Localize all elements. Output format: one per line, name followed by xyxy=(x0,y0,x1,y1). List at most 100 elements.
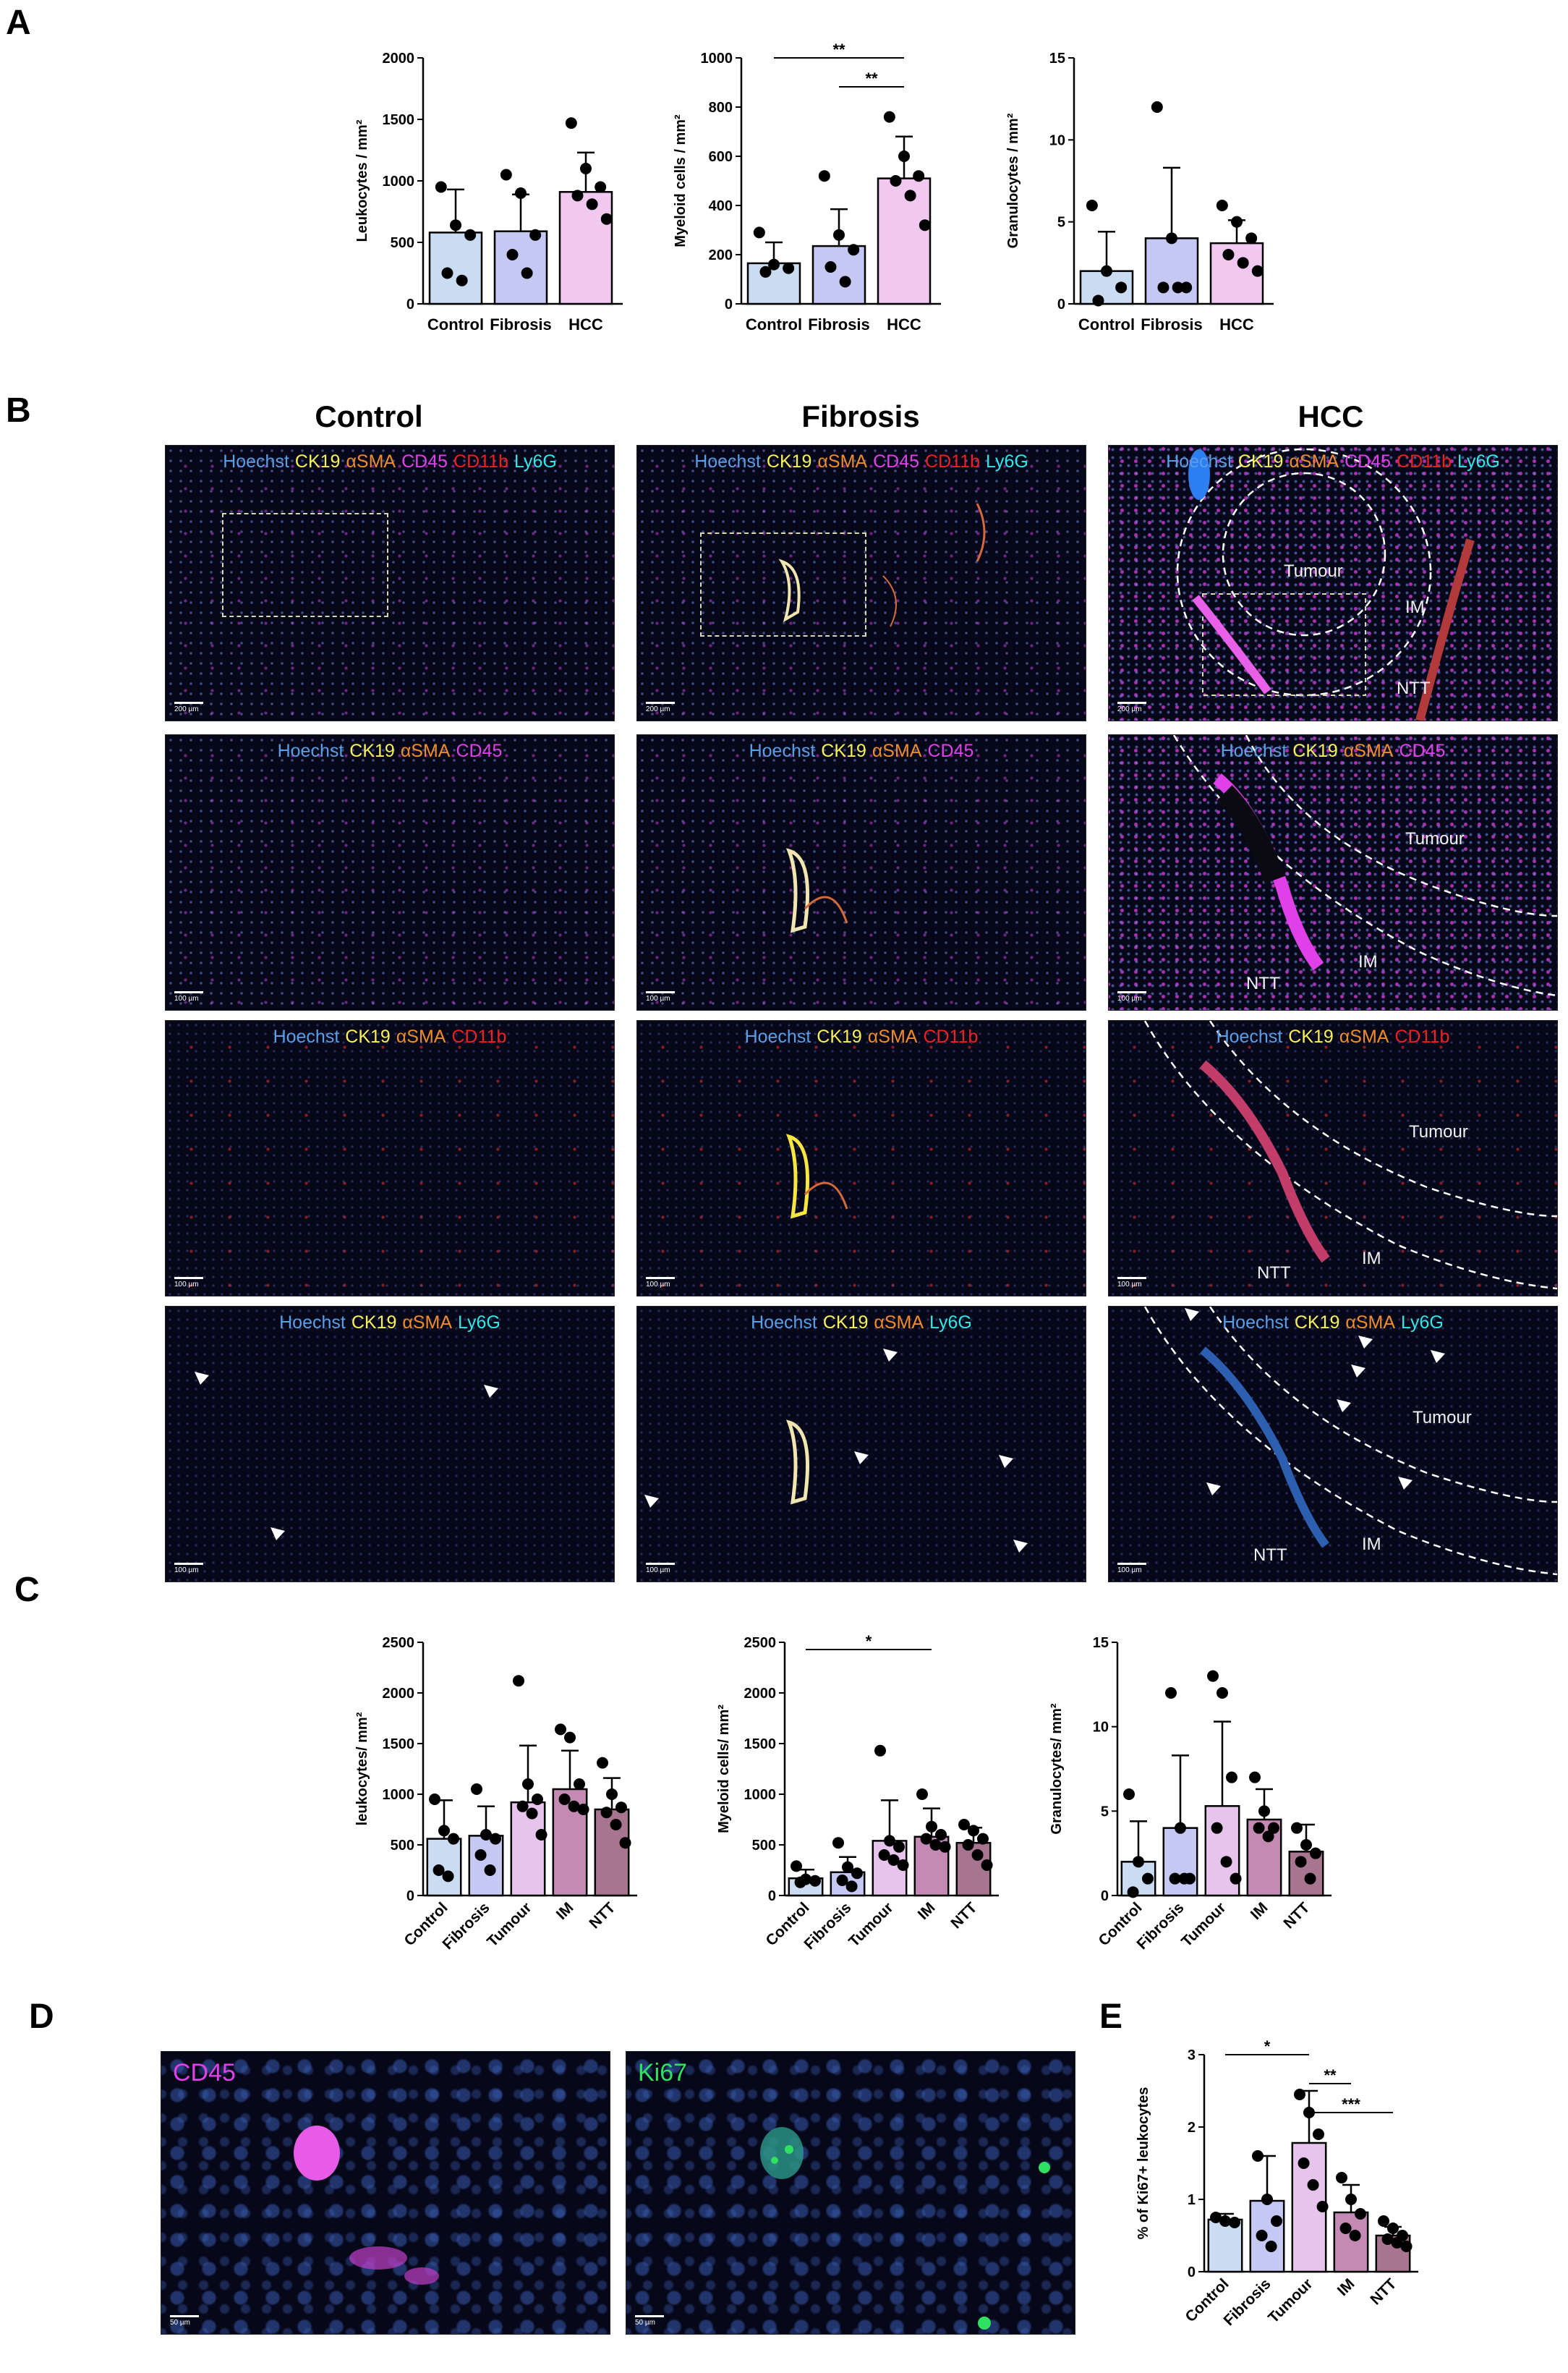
data-point xyxy=(610,1819,622,1830)
significance-label: ** xyxy=(832,41,845,59)
scale-bar: 100 µm xyxy=(1117,1563,1146,1574)
image-d-cd45: CD45 50 µm xyxy=(161,2051,610,2335)
y-tick-label: 1000 xyxy=(744,1787,777,1803)
data-point xyxy=(1300,1839,1312,1851)
data-point xyxy=(759,266,772,278)
bar xyxy=(493,230,548,305)
image-control-overview: Hoechst CK19 αSMA CD45 CD11b Ly6G 200 µm xyxy=(165,445,615,721)
data-point xyxy=(1230,1872,1242,1885)
data-point xyxy=(441,267,453,279)
data-point xyxy=(920,1833,932,1845)
data-point xyxy=(1210,2212,1222,2223)
data-point xyxy=(568,1800,580,1812)
y-tick-label: 10 xyxy=(1093,1720,1109,1736)
y-tick-label: 1000 xyxy=(383,1787,415,1803)
data-point xyxy=(1349,2230,1361,2241)
image-hcc-cd45: Tumour IM NTT Hoechst CK19 αSMA CD45 100 µm xyxy=(1108,734,1558,1011)
data-point xyxy=(1237,257,1249,269)
data-point xyxy=(904,190,916,202)
x-tick-label: Fibrosis xyxy=(808,315,870,334)
data-point xyxy=(571,190,584,202)
data-point xyxy=(500,169,512,181)
data-point xyxy=(521,267,533,279)
data-point xyxy=(1157,281,1169,294)
chart-a3-granulocytes: 0 5 10 15 Granulocytes / mm² Control Fibrosis H… xyxy=(1005,51,1274,334)
data-point xyxy=(851,1867,863,1880)
data-point xyxy=(898,150,910,162)
x-tick-label: HCC xyxy=(1219,315,1254,334)
y-axis-label: Myeloid cells/ mm² xyxy=(716,1705,732,1833)
arrowhead-icon xyxy=(1185,1308,1199,1321)
data-point xyxy=(456,274,468,286)
region-label-im: IM xyxy=(1405,598,1425,617)
region-label-im: IM xyxy=(1358,952,1378,972)
x-tick-label: Control xyxy=(1078,315,1135,334)
data-point xyxy=(926,1820,937,1833)
y-tick-label: 600 xyxy=(709,149,733,165)
significance-label: * xyxy=(1264,2037,1271,2055)
cd45-cluster xyxy=(294,2126,439,2285)
data-point xyxy=(513,1675,525,1687)
scale-bar: 200 µm xyxy=(174,702,203,713)
y-tick-label: 0 xyxy=(1101,1888,1109,1904)
data-point xyxy=(1245,232,1258,245)
data-point xyxy=(890,175,902,187)
y-tick-label: 0 xyxy=(406,1888,414,1904)
y-axis-label: Granulocytes / mm² xyxy=(1005,113,1021,248)
data-point xyxy=(1378,2215,1390,2227)
region-label-ntt: NTT xyxy=(1246,974,1280,993)
image-control-cd11b: Hoechst CK19 αSMA CD11b 100 µm xyxy=(165,1020,615,1296)
y-tick-label: 1 xyxy=(1188,2192,1196,2208)
x-tick-label: NTT xyxy=(586,1899,618,1932)
arrowhead-icon xyxy=(195,1372,209,1385)
x-tick-label: Control xyxy=(746,315,802,334)
data-point xyxy=(842,1861,853,1873)
x-tick-label: Fibrosis xyxy=(1141,315,1203,334)
data-point xyxy=(1312,2128,1324,2140)
y-tick-label: 5 xyxy=(1057,215,1065,231)
data-point xyxy=(971,1849,984,1861)
data-point xyxy=(1298,2157,1310,2169)
data-point xyxy=(1178,1872,1190,1885)
data-point xyxy=(1169,1872,1181,1885)
data-point xyxy=(516,1800,529,1812)
image-hcc-cd11b: Tumour IM NTT Hoechst CK19 αSMA CD11b 100 µ… xyxy=(1108,1020,1558,1296)
data-point xyxy=(600,213,613,225)
data-point xyxy=(892,1841,905,1853)
channel-label-cd45: CD45 xyxy=(173,2059,236,2087)
data-point xyxy=(526,1807,538,1820)
y-tick-label: 0 xyxy=(1188,2264,1196,2280)
arrowhead-icon xyxy=(854,1451,869,1464)
region-label-tumour: Tumour xyxy=(1405,829,1465,849)
data-point xyxy=(1345,2194,1357,2205)
scale-bar: 100 µm xyxy=(646,991,675,1003)
panel-letter-b: B xyxy=(6,391,31,430)
data-point xyxy=(1265,2241,1277,2252)
data-point xyxy=(848,244,860,256)
bar xyxy=(426,1838,462,1897)
significance-label: * xyxy=(866,1632,872,1650)
data-point xyxy=(1225,1771,1237,1783)
data-point xyxy=(825,261,837,273)
y-tick-label: 3 xyxy=(1188,2047,1196,2063)
data-point xyxy=(429,1793,441,1805)
data-point xyxy=(1115,281,1128,294)
arrowhead-icon xyxy=(1013,1540,1028,1553)
bar xyxy=(1162,1827,1198,1897)
data-point xyxy=(606,1788,618,1800)
x-tick-label: Fibrosis xyxy=(1221,2275,1274,2329)
x-tick-label: NTT xyxy=(947,1899,980,1932)
scale-bar: 100 µm xyxy=(1117,1277,1146,1289)
data-point xyxy=(962,1839,974,1851)
data-point xyxy=(522,1778,534,1790)
scale-bar: 100 µm xyxy=(174,1563,203,1574)
arrowhead-icon xyxy=(1431,1350,1445,1363)
arrowhead-icon xyxy=(644,1495,659,1508)
scale-bar: 100 µm xyxy=(174,991,203,1003)
data-point xyxy=(1295,1856,1307,1868)
data-point xyxy=(1180,281,1193,294)
y-tick-label: 500 xyxy=(391,1838,414,1854)
data-point xyxy=(976,1833,989,1845)
